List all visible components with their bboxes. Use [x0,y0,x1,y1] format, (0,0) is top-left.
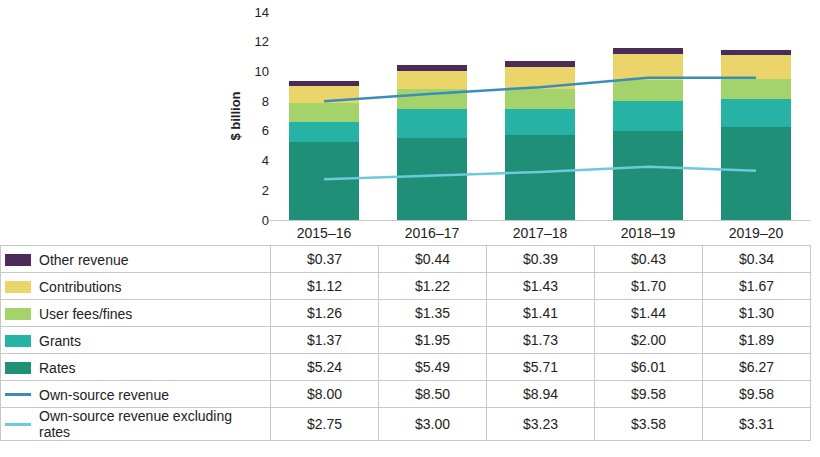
svg-text:4: 4 [262,153,269,168]
html-text:$0.34: $0.34 [739,251,774,267]
html-text:Grants: Grants [39,332,81,349]
html-text:$1.67: $1.67 [739,278,774,294]
svg-text:12: 12 [255,34,269,49]
html-text:$0.43: $0.43 [631,251,666,267]
html-text:$3.31: $3.31 [739,416,774,432]
svg-text:2: 2 [262,183,269,198]
html-text:$1.35: $1.35 [415,305,450,321]
html-text:$3.00: $3.00 [415,416,450,432]
html-text:$5.49: $5.49 [415,359,450,375]
html-text:$1.73: $1.73 [523,332,558,348]
html-text:$1.37: $1.37 [307,332,342,348]
html-text:$1.44: $1.44 [631,305,666,321]
html-text:$0.44: $0.44 [415,251,450,267]
html-text:$6.27: $6.27 [739,359,774,375]
html-text:$5.71: $5.71 [523,359,558,375]
html-text:$1.95: $1.95 [415,332,450,348]
html-text:$1.30: $1.30 [739,305,774,321]
svg-text:2018–19: 2018–19 [621,225,676,241]
html-text:$1.70: $1.70 [631,278,666,294]
svg-text:6: 6 [262,123,269,138]
html-text:$5.24: $5.24 [307,359,342,375]
html-text:$8.00: $8.00 [307,386,342,402]
html-text:Contributions: Contributions [39,278,122,295]
html-text:$1.22: $1.22 [415,278,450,294]
svg-text:2016–17: 2016–17 [405,225,460,241]
svg-text:8: 8 [262,94,269,109]
svg-text:$ billion: $ billion [228,91,243,140]
html-text:Rates: Rates [39,359,76,376]
svg-text:2015–16: 2015–16 [297,225,352,241]
html-text:Other revenue: Other revenue [39,251,129,268]
html-text:$6.01: $6.01 [631,359,666,375]
html-text:$0.37: $0.37 [307,251,342,267]
html-text:$9.58: $9.58 [631,386,666,402]
svg-text:10: 10 [255,64,269,79]
html-text:$3.23: $3.23 [523,416,558,432]
html-text:$1.41: $1.41 [523,305,558,321]
html-text:$1.12: $1.12 [307,278,342,294]
html-text:User fees/fines: User fees/fines [39,305,133,322]
html-text:$2.00: $2.00 [631,332,666,348]
html-text:$0.39: $0.39 [523,251,558,267]
html-text:$2.75: $2.75 [307,416,342,432]
svg-text:0: 0 [262,213,269,228]
html-text:$8.94: $8.94 [523,386,558,402]
html-text:Own-source revenue: Own-source revenue [39,386,169,403]
html-text:$1.26: $1.26 [307,305,342,321]
html-text:$1.43: $1.43 [523,278,558,294]
html-text:$1.89: $1.89 [739,332,774,348]
svg-text:2017–18: 2017–18 [513,225,568,241]
svg-text:14: 14 [255,5,269,20]
html-text:$3.58: $3.58 [631,416,666,432]
html-text:$9.58: $9.58 [739,386,774,402]
html-text:Own-source revenue excluding r: Own-source revenue excluding rates [39,408,232,440]
html-text:$8.50: $8.50 [415,386,450,402]
svg-text:2019–20: 2019–20 [729,225,784,241]
